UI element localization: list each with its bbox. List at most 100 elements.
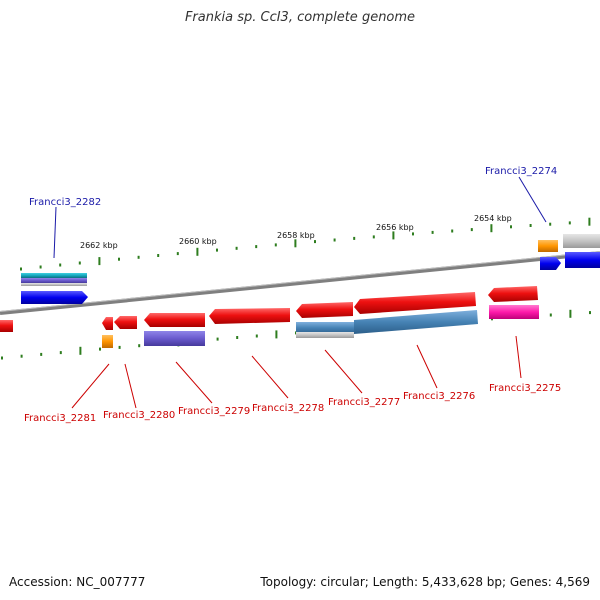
scale-tick-minor: [549, 313, 552, 317]
genome-backbone: [0, 251, 600, 315]
scale-tick-minor: [333, 238, 336, 242]
scale-tick-minor: [176, 252, 179, 256]
scale-tick-minor: [235, 246, 238, 250]
scale-tick-minor: [314, 240, 316, 244]
gene-feature-2282-blue[interactable]: [21, 291, 88, 304]
scale-tick-minor: [137, 255, 140, 259]
leader-line-2275: [515, 335, 522, 379]
scale-tick-minor: [59, 263, 62, 267]
scale-label-2662: 2662 kbp: [80, 241, 118, 250]
gene-feature-2282-gray[interactable]: [21, 283, 87, 286]
gene-label-2274[interactable]: Francci3_2274: [485, 166, 557, 177]
scale-tick-minor: [568, 221, 571, 225]
topology-text: Topology: circular; Length: 5,433,628 bp…: [260, 575, 590, 589]
scale-tick-minor: [216, 337, 219, 341]
gene-feature-2273-gray[interactable]: [563, 234, 600, 248]
scale-tick-minor: [20, 354, 23, 358]
scale-tick-minor: [138, 344, 141, 348]
gene-label-2276[interactable]: Francci3_2276: [403, 391, 475, 402]
gene-label-2280[interactable]: Francci3_2280: [103, 410, 175, 421]
gene-feature-2275-red[interactable]: [488, 286, 538, 302]
gene-label-2281[interactable]: Francci3_2281: [24, 413, 96, 424]
scale-tick-minor: [549, 222, 552, 226]
gene-feature-2274-orange[interactable]: [538, 240, 558, 252]
scale-tick-minor: [216, 248, 218, 252]
gene-label-2282[interactable]: Francci3_2282: [29, 197, 101, 208]
scale-tick-minor: [157, 254, 160, 257]
scale-tick-major: [275, 330, 278, 339]
scale-tick-minor: [372, 235, 375, 239]
scale-tick-major: [569, 309, 572, 318]
scale-tick-minor: [59, 351, 62, 355]
leader-line-2274: [518, 176, 547, 223]
scale-tick-major: [79, 346, 82, 355]
scale-label-2654: 2654 kbp: [474, 214, 512, 223]
gene-feature-2279-purple[interactable]: [144, 331, 205, 346]
leader-line-2278: [251, 355, 289, 399]
scale-tick-minor: [451, 229, 454, 233]
scale-tick-minor: [510, 225, 512, 229]
gene-feature-2273-blue[interactable]: [565, 252, 600, 268]
gene-feature-2281-orange[interactable]: [102, 335, 113, 348]
gene-feature-2276-red[interactable]: [354, 292, 476, 314]
scale-tick-minor: [255, 334, 258, 338]
scale-ticks-outer: [20, 217, 591, 271]
scale-tick-minor: [274, 243, 277, 247]
gene-label-2279[interactable]: Francci3_2279: [178, 406, 250, 417]
scale-tick-minor: [99, 347, 101, 351]
gene-label-2277[interactable]: Francci3_2277: [328, 397, 400, 408]
gene-feature-2277-gray[interactable]: [296, 332, 354, 338]
scale-tick-minor: [20, 267, 22, 271]
accession-text: Accession: NC_007777: [9, 575, 146, 589]
gene-feature-2275-pink[interactable]: [489, 305, 539, 319]
leader-line-2276: [416, 344, 438, 389]
gene-feature-2283-red[interactable]: [0, 320, 13, 332]
scale-tick-minor: [431, 230, 434, 234]
forward-strand-features: [21, 234, 600, 304]
gene-feature-2282-purple[interactable]: [21, 278, 87, 283]
gene-feature-2280-red[interactable]: [114, 316, 137, 329]
leader-line-2281: [71, 363, 110, 409]
scale-tick-minor: [255, 245, 258, 249]
scale-tick-minor: [353, 236, 356, 240]
scale-label-2660: 2660 kbp: [179, 237, 217, 246]
scale-tick-minor: [1, 356, 3, 360]
scale-tick-major: [392, 231, 395, 240]
scale-tick-major: [490, 224, 493, 233]
scale-tick-major: [196, 247, 199, 256]
gene-feature-2278-red[interactable]: [209, 308, 290, 324]
gene-feature-2279-red[interactable]: [144, 313, 205, 327]
scale-tick-minor: [118, 345, 121, 349]
gene-feature-2281-red[interactable]: [102, 317, 113, 330]
gene-feature-2277-red[interactable]: [296, 302, 353, 318]
scale-tick-major: [588, 217, 591, 226]
genome-backbone-highlight: [0, 251, 600, 312]
scale-tick-minor: [470, 228, 473, 232]
scale-tick-minor: [78, 261, 81, 265]
scale-tick-major: [98, 257, 101, 266]
scale-tick-major: [294, 239, 297, 248]
leader-line-2279: [175, 361, 213, 404]
gene-label-2278[interactable]: Francci3_2278: [252, 403, 324, 414]
gene-label-2275[interactable]: Francci3_2275: [489, 383, 561, 394]
gene-feature-2282-teal[interactable]: [21, 273, 87, 278]
gene-feature-2276-steel[interactable]: [354, 310, 478, 334]
gene-feature-2274-blue[interactable]: [540, 257, 561, 270]
leader-line-2282: [53, 206, 57, 259]
leader-line-2277: [324, 349, 363, 394]
scale-tick-minor: [589, 311, 591, 315]
reverse-strand-features: [0, 286, 539, 348]
label-leader-lines: [53, 176, 547, 409]
scale-tick-minor: [412, 232, 414, 236]
scale-tick-minor: [236, 336, 239, 339]
map-title: Frankia sp. CcI3, complete genome: [184, 10, 416, 25]
scale-tick-minor: [39, 265, 42, 269]
gene-feature-2277-steel[interactable]: [296, 322, 354, 334]
scale-tick-minor: [118, 257, 120, 261]
scale-tick-minor: [40, 352, 43, 356]
scale-label-2656: 2656 kbp: [376, 223, 414, 232]
scale-label-2658: 2658 kbp: [277, 231, 315, 240]
scale-tick-minor: [529, 224, 532, 227]
leader-line-2280: [124, 363, 137, 409]
